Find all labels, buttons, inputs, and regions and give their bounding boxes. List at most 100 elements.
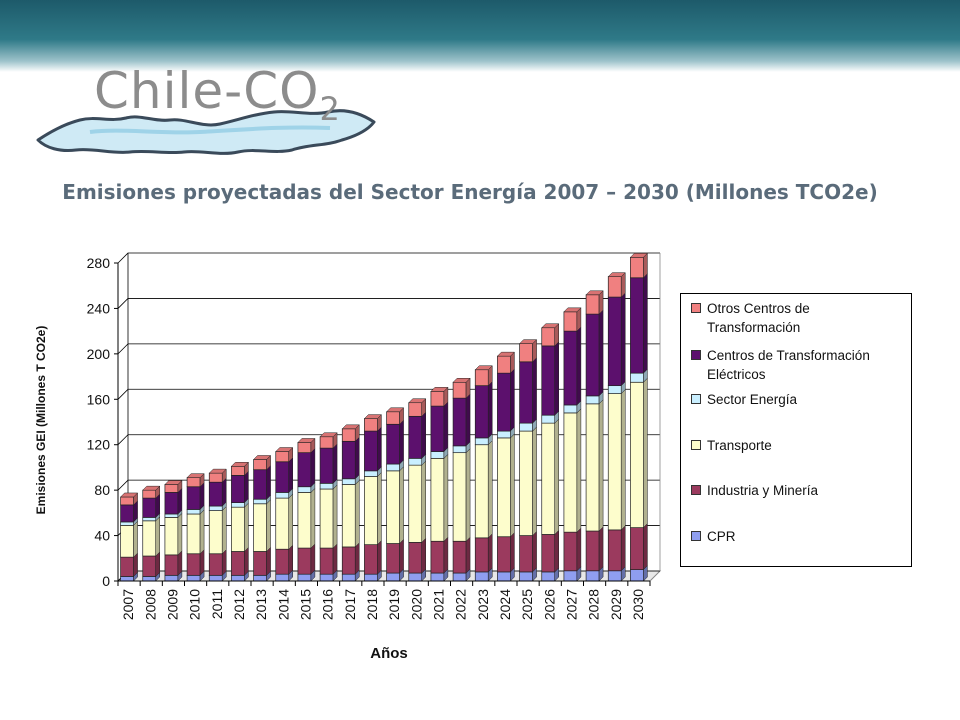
bar-segment xyxy=(208,505,223,511)
bar-segment xyxy=(297,452,312,488)
bar-segment-side xyxy=(554,529,559,573)
bar-segment xyxy=(430,451,445,459)
bar-top xyxy=(408,398,427,403)
bar-segment xyxy=(208,481,223,507)
bar-segment xyxy=(231,475,245,503)
bar-segment xyxy=(164,484,179,493)
bar-segment xyxy=(231,506,245,552)
bar-segment xyxy=(497,437,511,538)
bar-segment-side xyxy=(488,533,493,573)
bar-segment xyxy=(563,311,578,332)
logo-name: Chile xyxy=(94,62,225,120)
bar-segment xyxy=(519,422,533,432)
bar-segment xyxy=(319,447,334,484)
bar-segment xyxy=(275,461,290,493)
bar-segment-side xyxy=(621,525,626,572)
bar-segment-side xyxy=(598,399,604,532)
bar-segment xyxy=(474,437,489,446)
bar-top xyxy=(230,462,250,467)
bar-segment-side xyxy=(377,471,382,546)
y-axis-title: Emisiones GEI (Millones T CO2e) xyxy=(34,326,48,515)
x-tick-label: 2019 xyxy=(386,589,402,620)
bar-segment xyxy=(497,430,511,439)
bar-top xyxy=(341,424,360,430)
bar-segment xyxy=(253,498,267,505)
bar-segment xyxy=(474,369,489,387)
bar-segment-side xyxy=(222,505,227,555)
bar-segment-side xyxy=(643,273,648,374)
bar-segment xyxy=(275,492,290,499)
bar-segment xyxy=(607,570,622,582)
x-tick-label: 2009 xyxy=(164,589,180,620)
bar-segment xyxy=(585,403,600,532)
bar-segment xyxy=(474,571,489,582)
bar-segment xyxy=(452,572,467,582)
bar-segment xyxy=(386,543,400,574)
bar-segment xyxy=(541,534,556,573)
bar-segment xyxy=(607,385,622,394)
x-tick-label: 2008 xyxy=(142,589,158,620)
bar-segment xyxy=(430,572,445,582)
bar-segment xyxy=(120,524,134,558)
legend-label: Centros de Transformación Eléctricos xyxy=(707,348,870,382)
bar-segment xyxy=(186,574,201,582)
bar-segment xyxy=(430,457,445,542)
legend-label: Sector Energía xyxy=(707,392,798,407)
bar-segment xyxy=(364,573,378,582)
bar-segment xyxy=(120,556,134,577)
bar-segment xyxy=(275,497,290,550)
bar-top xyxy=(119,492,139,498)
bar-segment xyxy=(585,395,600,405)
bar-segment xyxy=(519,343,533,363)
bar-segment xyxy=(519,571,533,582)
bar-segment xyxy=(120,576,134,582)
bar-segment-side xyxy=(554,341,559,416)
bar-segment-side xyxy=(621,292,626,387)
x-tick-label: 2030 xyxy=(630,589,646,620)
bar-segment xyxy=(208,574,223,582)
bar-top xyxy=(208,468,227,474)
legend-swatch xyxy=(691,531,701,541)
bar-segment xyxy=(275,548,290,575)
bar-segment xyxy=(541,422,556,535)
bar-segment-side xyxy=(244,546,249,576)
bar-segment xyxy=(275,451,290,463)
bar-segment xyxy=(630,256,644,279)
bar-top xyxy=(452,378,471,383)
bar-top xyxy=(186,473,205,478)
bar-segment-side xyxy=(532,530,537,573)
chart-title: Emisiones proyectadas del Sector Energía… xyxy=(62,180,878,204)
bar-segment xyxy=(541,327,556,347)
bar-segment-side xyxy=(643,523,648,571)
bar-segment xyxy=(452,540,467,574)
bar-segment xyxy=(142,489,157,499)
bar-segment-side xyxy=(554,418,559,536)
bar-segment-side xyxy=(177,487,183,515)
header-band xyxy=(0,0,960,72)
bar-segment-side xyxy=(244,502,249,553)
bar-segment xyxy=(386,470,400,544)
bar-segment xyxy=(208,510,223,555)
bar-segment-side xyxy=(421,411,426,459)
legend-swatch xyxy=(691,485,701,495)
bar-segment-side xyxy=(576,527,582,572)
x-tick-label: 2013 xyxy=(253,589,269,620)
bar-segment-side xyxy=(377,540,382,575)
bar-segment xyxy=(585,294,600,315)
bar-segment xyxy=(142,520,157,557)
bar-segment xyxy=(452,445,467,454)
bar-segment-side xyxy=(399,419,404,465)
bar-segment xyxy=(186,477,201,488)
bar-segment xyxy=(341,484,356,548)
y-tick-label: 240 xyxy=(87,300,111,316)
bar-segment-side xyxy=(310,487,316,549)
bar-top xyxy=(430,387,449,392)
bar-segment-side xyxy=(332,484,338,549)
x-tick-label: 2023 xyxy=(475,589,491,620)
bar-segment-side xyxy=(598,526,604,572)
bar-segment xyxy=(231,551,245,576)
bar-segment-side xyxy=(621,389,626,531)
bar-segment xyxy=(563,570,578,582)
bar-segment xyxy=(186,553,201,576)
bar-segment-side xyxy=(355,542,360,575)
